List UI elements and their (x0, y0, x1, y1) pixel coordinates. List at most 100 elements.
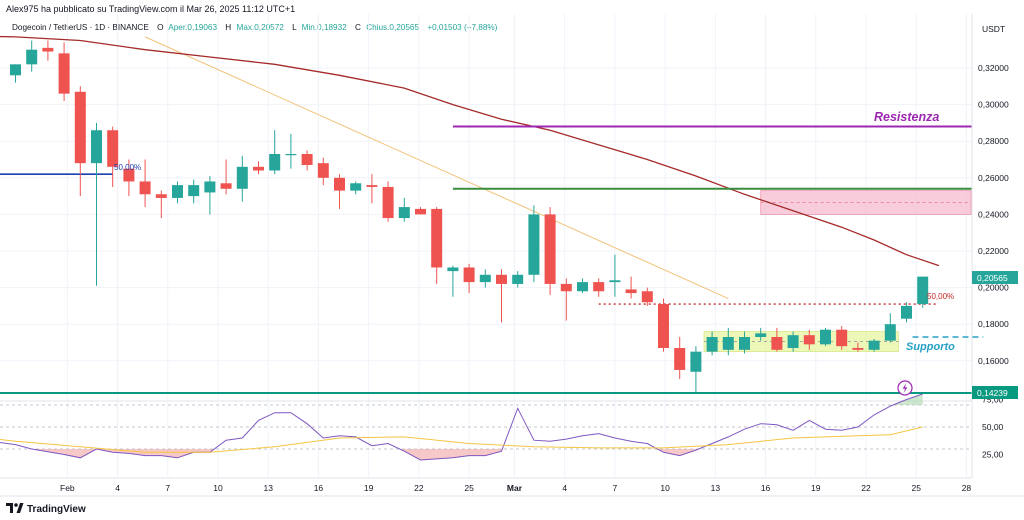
time-tick-label: 22 (861, 483, 871, 493)
price-tick-label: 0,20000 (978, 283, 1009, 293)
candle-body (236, 166, 248, 189)
low-value: Min.0,18932 (302, 23, 348, 32)
candle-body (58, 53, 70, 94)
candle-body (204, 181, 216, 193)
rsi-tick-label: 25,00 (982, 450, 1004, 460)
candle-body (868, 340, 880, 350)
candle-body (447, 267, 459, 272)
candle-body (107, 130, 119, 167)
candle-body (593, 282, 605, 292)
candle-body (220, 183, 232, 189)
price-tick-label: 0,16000 (978, 356, 1009, 366)
lightning-icon[interactable] (897, 380, 913, 396)
time-axis[interactable]: Feb 4 7 10 13 16 19 22 25 Mar 4 7 10 13 16 19 22 25 28 (60, 483, 971, 493)
candle-body (317, 163, 329, 178)
candle-body (285, 154, 297, 156)
price-tick-label: 0,24000 (978, 209, 1009, 219)
candle-body (91, 130, 102, 164)
candle-body (771, 337, 783, 350)
open-value: Aper.0,19063 (168, 23, 217, 32)
candle-body (431, 208, 443, 268)
time-tick-label: 28 (962, 483, 972, 493)
time-tick-label: 25 (911, 483, 921, 493)
candle-body (10, 64, 21, 76)
candle-body (301, 154, 313, 165)
candle-body (560, 283, 572, 292)
ohlc-legend: Dogecoin / TetherUS · 1D · BINANCE O Ape… (12, 23, 498, 32)
rsi-oversold-fill (436, 449, 453, 459)
open-label: O (157, 23, 163, 32)
candles-layer (10, 40, 929, 392)
candle-body (674, 347, 686, 370)
rsi-oversold-fill (485, 449, 502, 456)
time-tick-label: 22 (414, 483, 424, 493)
fib-left-label: 50,00% (114, 163, 141, 172)
time-tick-label: 10 (660, 483, 670, 493)
time-tick-label: 25 (464, 483, 474, 493)
price-tick-label: 0,18000 (978, 319, 1009, 329)
high-value: Max.0,20572 (237, 23, 285, 32)
candle-body (269, 154, 281, 171)
candle-body (496, 274, 507, 284)
time-tick-label: 7 (165, 483, 170, 493)
price-tick-label: 0,32000 (978, 63, 1009, 73)
candle-body (42, 47, 54, 52)
tradingview-brand: TradingView (27, 504, 86, 515)
candle-body (334, 177, 345, 191)
candle-body (641, 291, 653, 303)
support-price-text: 0,14239 (977, 388, 1008, 398)
rsi-ma-line (0, 426, 923, 453)
lines-layer (0, 35, 984, 395)
time-tick-label: 10 (213, 483, 223, 493)
support-price-badge (972, 386, 1018, 399)
time-tick-label: 16 (761, 483, 771, 493)
rsi-tick-label: 75,00 (982, 395, 1004, 405)
support-label: Supporto (906, 341, 955, 353)
candle-body (739, 337, 750, 350)
candle-body (188, 185, 200, 197)
low-label: L (292, 23, 297, 32)
candle-body (528, 214, 540, 275)
trendline (144, 36, 729, 300)
rsi-oversold-fill (64, 449, 81, 458)
resistance-label: Resistenza (874, 110, 939, 124)
rsi-oversold-fill (161, 449, 178, 458)
publisher-line: Alex975 ha pubblicato su TradingView.com… (6, 4, 295, 14)
price-tick-label: 0,28000 (978, 136, 1009, 146)
close-value: Chius.0,20565 (366, 23, 419, 32)
candle-body (722, 337, 734, 350)
candle-body (836, 329, 848, 347)
candle-body (123, 168, 135, 182)
candle-body (253, 166, 264, 171)
rsi-oversold-fill (420, 449, 437, 460)
candle-body (820, 329, 831, 345)
moving-average-line (0, 35, 940, 267)
candle-body (901, 305, 912, 319)
candle-body (625, 289, 637, 294)
rsi-oversold-fill (193, 449, 210, 453)
zones-layer (703, 190, 972, 353)
last-price-badge (972, 271, 1018, 284)
candle-body (706, 337, 718, 352)
time-tick-label: 19 (811, 483, 821, 493)
price-tick-label: 0,26000 (978, 173, 1009, 183)
rsi-panel: 75,00 50,00 25,00 (0, 393, 1004, 461)
tradingview-logo-icon (6, 503, 13, 513)
symbol-name: Dogecoin / TetherUS · 1D · BINANCE (12, 23, 149, 32)
candle-body (479, 274, 491, 283)
candle-body (787, 335, 799, 348)
rsi-oversold-fill (469, 449, 486, 456)
candle-body (415, 208, 426, 215)
price-axis[interactable]: 0,32000 0,30000 0,28000 0,26000 0,24000 0,220… (978, 63, 1009, 366)
rsi-oversold-fill (177, 449, 194, 458)
candle-body (917, 276, 929, 305)
time-tick-label: 4 (562, 483, 567, 493)
candle-body (803, 335, 815, 345)
candle-body (512, 274, 524, 284)
candle-body (690, 351, 702, 372)
rsi-overbought-fill (906, 394, 923, 405)
candle-body (350, 183, 362, 191)
candle-body (577, 282, 588, 292)
